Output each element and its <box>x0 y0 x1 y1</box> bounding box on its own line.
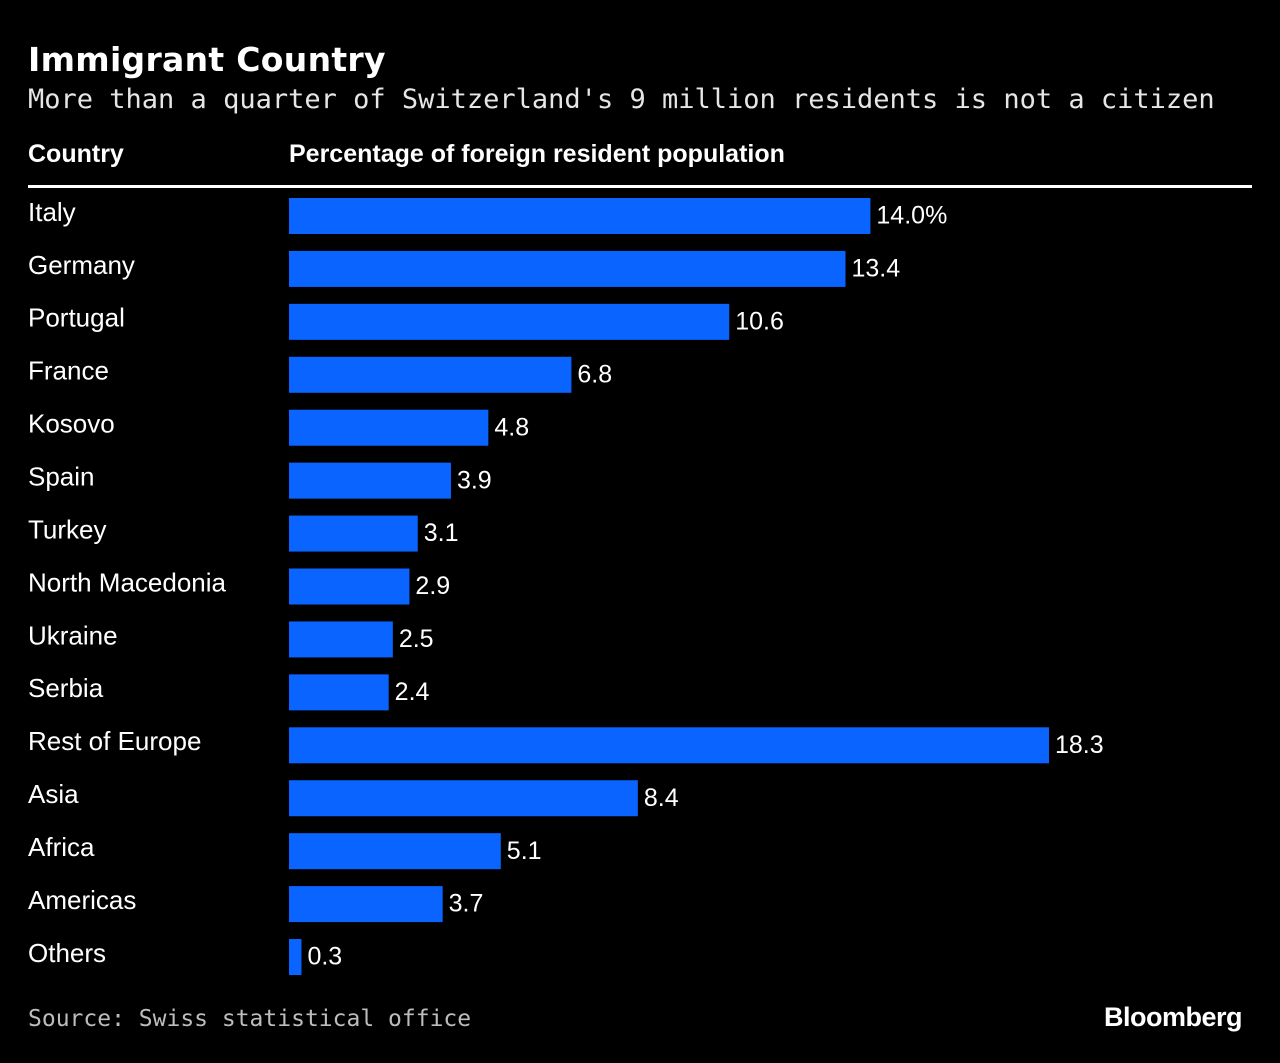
bar <box>289 356 572 393</box>
category-label: Others <box>28 938 106 968</box>
category-label: Spain <box>28 462 95 492</box>
source-note: Source: Swiss statistical office <box>28 1006 472 1032</box>
value-label: 6.8 <box>577 360 612 388</box>
bar <box>289 250 846 287</box>
bar <box>289 833 501 870</box>
category-label: Ukraine <box>28 620 118 650</box>
bar <box>289 780 638 817</box>
bar <box>289 621 393 658</box>
header-divider <box>28 185 1252 188</box>
bar <box>289 515 418 552</box>
value-label: 4.8 <box>494 413 529 441</box>
category-label: Portugal <box>28 303 125 333</box>
value-label: 8.4 <box>644 784 679 812</box>
value-label: 3.9 <box>457 466 492 494</box>
category-label: North Macedonia <box>28 567 227 597</box>
category-label: Rest of Europe <box>28 726 201 756</box>
value-label: 14.0% <box>876 202 947 230</box>
value-label: 2.9 <box>415 572 450 600</box>
category-column-header: Country <box>28 140 124 168</box>
value-label: 5.1 <box>507 837 542 865</box>
bar <box>289 568 410 605</box>
category-label: Africa <box>28 832 95 862</box>
category-label: Asia <box>28 779 79 809</box>
value-label: 2.5 <box>399 625 434 653</box>
value-label: 2.4 <box>395 678 430 706</box>
bloomberg-logo: Bloomberg <box>1103 1002 1243 1032</box>
category-label: Turkey <box>28 514 107 544</box>
value-label: 3.7 <box>449 890 484 918</box>
category-label: Italy <box>28 197 76 227</box>
category-label: Serbia <box>28 673 104 703</box>
bar <box>289 303 730 340</box>
bar <box>289 409 489 446</box>
value-label: 3.1 <box>424 519 459 547</box>
value-label: 13.4 <box>852 255 901 283</box>
category-label: Americas <box>28 885 136 915</box>
category-label: France <box>28 356 109 386</box>
chart-title: Immigrant Country <box>28 40 386 79</box>
bar <box>289 727 1049 764</box>
value-label: 10.6 <box>735 307 784 335</box>
bar <box>289 939 302 976</box>
bar <box>289 462 451 499</box>
bar <box>289 198 871 234</box>
value-label: 18.3 <box>1055 731 1104 759</box>
category-label: Kosovo <box>28 409 115 439</box>
bar <box>289 886 443 923</box>
value-column-header: Percentage of foreign resident populatio… <box>289 140 785 168</box>
chart-subtitle: More than a quarter of Switzerland's 9 m… <box>28 84 1215 115</box>
bar <box>289 674 389 711</box>
value-label: 0.3 <box>307 943 342 971</box>
category-label: Germany <box>28 250 135 280</box>
